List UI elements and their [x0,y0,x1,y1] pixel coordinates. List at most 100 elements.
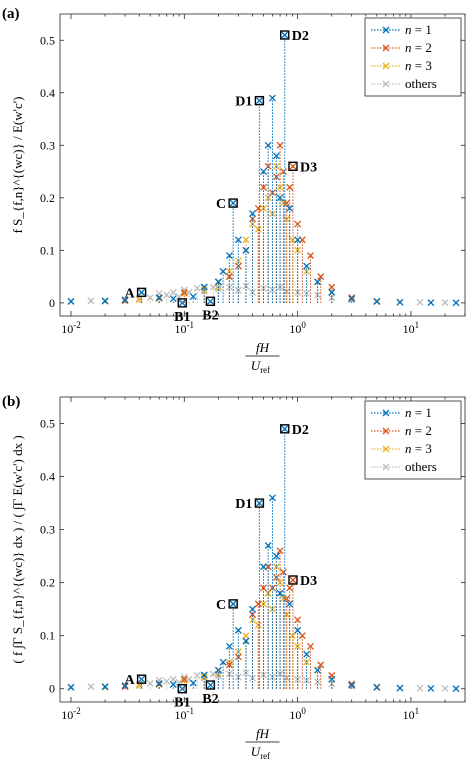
data-point [286,204,294,212]
data-point [286,183,294,191]
x-tick-label: 10-1 [175,706,195,722]
y-tick-label: 0.2 [40,576,55,590]
x-axis-label: fH Uref [245,726,280,761]
data-point [396,298,404,306]
data-point [303,676,311,684]
data-point [276,183,284,191]
data-point [289,576,297,584]
data-point [317,273,325,281]
data-point [303,262,311,270]
data-layer [67,31,460,307]
data-point [260,284,267,292]
data-point [441,299,449,307]
y-tick-label: 0.1 [40,243,55,257]
data-point [249,605,256,613]
data-point [294,288,302,296]
svg-text:n = 2: n = 2 [405,40,432,55]
data-point [264,141,272,149]
svg-text:Uref: Uref [251,744,270,761]
data-point [276,547,284,555]
data-point [242,282,250,290]
data-point [314,278,322,286]
y-axis-label: ( f ∫Γ S_{f,n}^{(wc)} dx ) / ( ∫Γ E(w'c'… [10,435,26,663]
data-point [307,642,314,650]
data-point [178,299,186,307]
annotation-label: B2 [202,692,218,707]
data-point [249,616,256,624]
data-point [328,283,336,291]
data-point [214,278,222,286]
data-point [121,296,129,304]
data-point [254,204,262,212]
data-point [452,685,460,693]
legend-item: others [371,459,437,474]
annotation-label: D3 [300,160,317,175]
y-axis-label: f S_{f,n}^{(wc)} / E(w'c') [10,97,25,234]
data-point [155,679,163,687]
y-tick-label: 0.3 [40,138,55,152]
data-point [260,563,267,571]
data-point [121,683,129,691]
panel-b: A B1 B2 C D1 D2 D3 0 0.1 0.2 0.3 0.4 0.5 10-2 10-1 100 1… [2,394,466,761]
data-point [242,637,250,645]
data-point [121,297,129,305]
data-point [288,632,296,640]
annotation-box [177,298,187,308]
y-tick-label: 0.3 [40,523,55,537]
y-tick-label: 0.2 [40,191,55,205]
data-point [307,252,314,260]
data-point [255,97,263,105]
svg-text:fH: fH [256,340,270,355]
y-tick-label: 0 [49,296,55,310]
data-point [441,685,449,692]
data-point [269,94,276,102]
data-point [101,297,109,305]
data-point [163,291,171,299]
legend: n = 1 n = 2 n = 3 others [364,400,462,480]
data-point [373,683,381,691]
data-point [178,685,186,693]
data-point [303,267,311,275]
annotation-box [205,296,216,306]
annotation-label: D1 [235,497,252,512]
legend-item: n = 3 [371,58,432,73]
data-point [283,199,291,207]
data-point [200,283,208,291]
legend-item: n = 1 [371,22,432,37]
data-point [303,650,311,658]
data-point [264,542,272,549]
legend-item: n = 3 [371,441,432,456]
annotation-box [254,498,265,508]
data-point [272,162,280,170]
data-point [163,677,171,685]
data-point [260,204,267,212]
data-point [328,675,336,683]
x-tick-label: 101 [403,706,420,722]
data-point [281,425,289,433]
annotation-box [136,287,147,298]
annotation-label: B1 [174,310,190,325]
data-point [219,658,227,666]
x-tick-label: 10-2 [61,320,81,336]
data-point [260,183,267,191]
panel-a: A B1 B2 C D1 D2 D3 0 0.1 0.2 0.3 0.4 0.5 10-2 10-1 100 1… [2,6,466,375]
data-point [348,294,356,302]
data-point [276,589,284,597]
y-tick-label: 0.4 [40,86,55,100]
data-point [206,681,214,689]
y-tick-label: 0.5 [40,33,55,47]
data-point [225,642,233,650]
data-point [249,288,256,296]
data-point [276,194,284,202]
y-tick-label: 0.5 [40,417,55,431]
annotation-label: C [216,197,226,212]
annotation-box [228,198,238,208]
data-point [193,672,201,679]
data-point [286,600,294,608]
data-point [206,297,214,305]
data-point [279,168,287,176]
svg-text:n = 3: n = 3 [405,441,432,456]
data-point [146,294,154,302]
data-point [87,297,95,305]
